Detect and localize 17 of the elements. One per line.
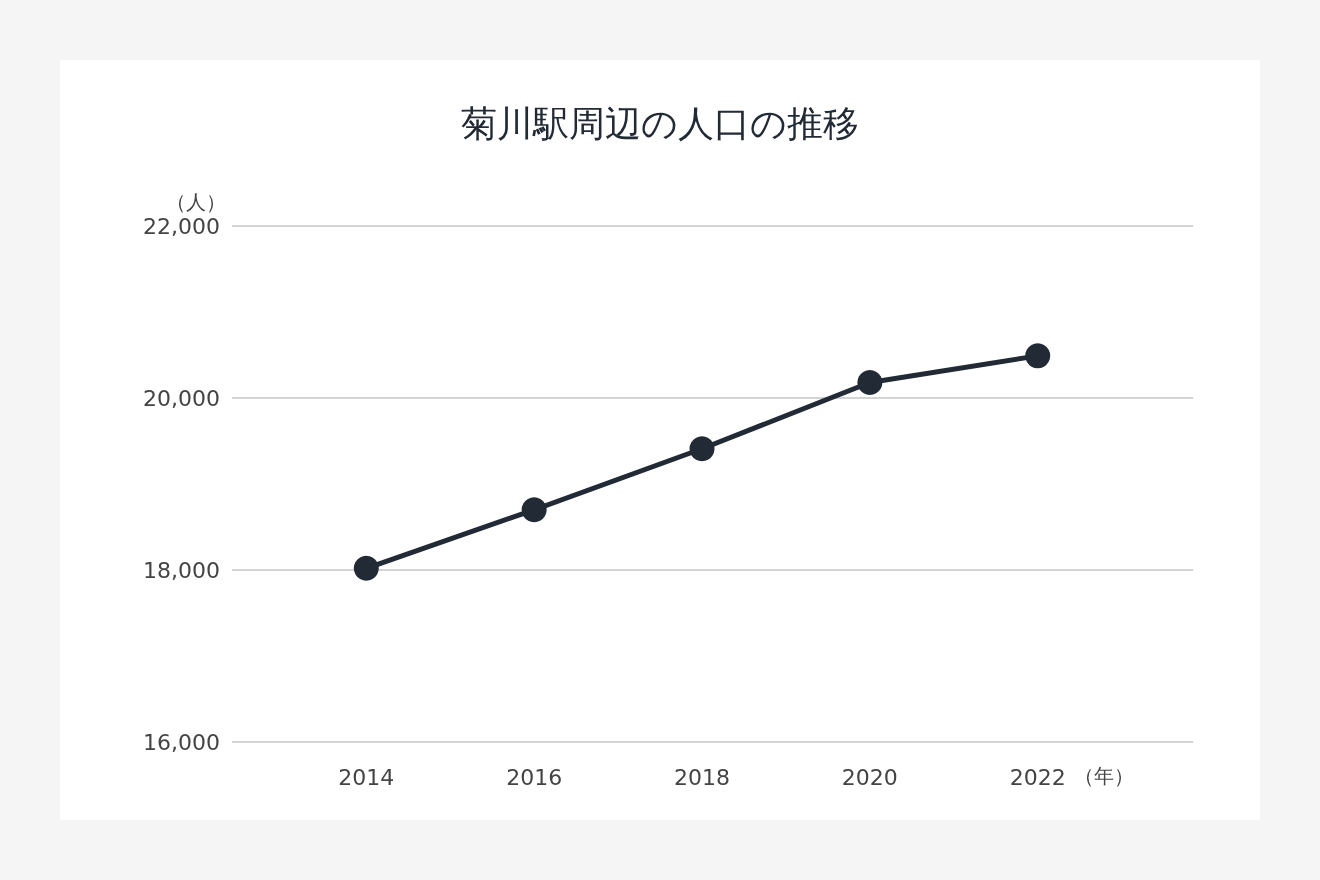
point <box>353 555 379 581</box>
y-tick-label: 22,000 <box>143 213 220 239</box>
y-tick-label: 16,000 <box>143 729 220 755</box>
point <box>1025 343 1051 369</box>
chart-title: 菊川駅周辺の人口の推移 <box>461 102 859 144</box>
point <box>857 370 883 396</box>
point <box>521 497 547 523</box>
y-tick-label: 20,000 <box>143 385 220 411</box>
x-tick-label: 2018 <box>674 764 731 790</box>
x-tick-label: 2016 <box>506 764 563 790</box>
point <box>689 436 715 462</box>
y-axis-title: （人） <box>166 190 226 214</box>
x-tick-label: 2020 <box>841 764 898 790</box>
x-axis-title: （年） <box>1073 764 1134 788</box>
x-tick-label: 2014 <box>338 764 395 790</box>
x-tick-label: 2022 <box>1009 764 1066 790</box>
y-tick-label: 18,000 <box>143 557 220 583</box>
